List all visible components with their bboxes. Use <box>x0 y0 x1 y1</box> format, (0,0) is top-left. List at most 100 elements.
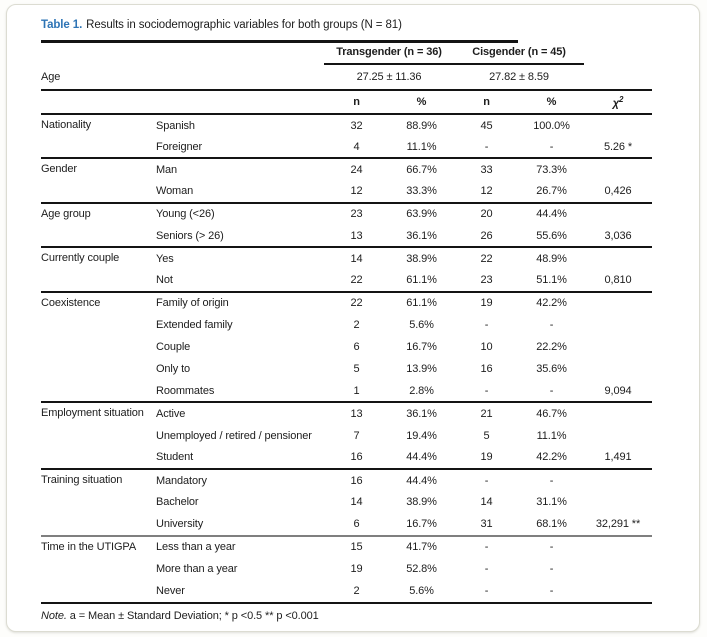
cisgender-header: Cisgender (n = 45) <box>454 40 585 65</box>
spacer-cell <box>584 64 653 91</box>
col-header-chi-square: χ2 <box>584 90 653 115</box>
col-header-pct-transgender: % <box>389 90 454 115</box>
transgender-n: 16 <box>324 467 389 492</box>
transgender-pct: 52.8% <box>406 562 437 575</box>
col-header-n-transgender: n <box>324 90 389 115</box>
age-row-label: Age <box>41 64 324 91</box>
cisgender-pct: 51.1% <box>536 273 567 286</box>
chi-square-value <box>584 314 652 336</box>
transgender-pct: 41.7% <box>389 534 454 558</box>
table-row: Student 16 44.4% 19 42.2% 1,491 <box>41 447 652 469</box>
chi-square-value <box>584 201 653 225</box>
transgender-pct: 66.7% <box>389 157 454 181</box>
cisgender-pct: 42.2% <box>536 451 567 464</box>
transgender-n: 22 <box>350 273 363 286</box>
table-row: Never 2 5.6% - - <box>41 580 652 602</box>
chi-square-value <box>584 401 653 425</box>
table-row: Time in the UTIGPA Less than a year 15 41.7… <box>41 534 653 603</box>
row-label: Family of origin <box>156 290 324 314</box>
spacer-cell <box>41 40 324 64</box>
transgender-n: 32 <box>350 119 363 132</box>
row-label: Man <box>156 157 324 181</box>
row-label: Only to <box>156 363 191 376</box>
chi-square-value <box>584 336 652 358</box>
transgender-n: 1 <box>353 384 360 397</box>
cisgender-pct: 35.6% <box>536 363 567 376</box>
transgender-pct: 38.9% <box>406 496 437 509</box>
transgender-pct: 61.1% <box>406 273 437 286</box>
spacer-cell <box>584 40 652 64</box>
transgender-n: 19 <box>350 562 363 575</box>
transgender-pct: 5.6% <box>409 585 434 598</box>
cisgender-n: 45 <box>480 119 493 132</box>
cisgender-pct: - <box>549 384 554 397</box>
row-label: Mandatory <box>156 467 324 492</box>
cisgender-pct: 100.0% <box>533 119 570 132</box>
table-card: Table 1. Results in sociodemographic vari… <box>6 4 700 632</box>
row-label: Woman <box>156 185 194 198</box>
transgender-pct: 36.1% <box>389 401 454 425</box>
cisgender-n: 33 <box>454 157 519 181</box>
chi-square-value <box>584 425 652 447</box>
row-label: Not <box>156 273 173 286</box>
table-row: Nationality Spanish 32 88.9% 45 100.0% <box>41 114 652 136</box>
cisgender-pct: 73.3% <box>519 157 585 181</box>
cisgender-n: 22 <box>454 246 519 270</box>
table-note: Note. a = Mean ± Standard Deviation; * p… <box>41 610 652 622</box>
transgender-n: 13 <box>324 401 389 425</box>
chi-square-value <box>584 358 652 380</box>
cisgender-pct: - <box>549 562 554 575</box>
transgender-n: 16 <box>350 451 363 464</box>
transgender-n: 14 <box>324 246 389 270</box>
table-wrap: Transgender (n = 36) Cisgender (n = 45) … <box>41 40 653 605</box>
cisgender-n: 31 <box>480 517 493 530</box>
transgender-header: Transgender (n = 36) <box>324 40 454 65</box>
table-row: Currently couple Yes 14 38.9% 22 48.9% <box>41 246 653 292</box>
transgender-pct: 63.9% <box>389 201 454 225</box>
transgender-n: 23 <box>324 201 389 225</box>
chi-square-value <box>584 534 653 558</box>
cisgender-n: - <box>454 467 519 492</box>
cisgender-pct: 42.2% <box>519 290 585 314</box>
cisgender-pct: 68.1% <box>536 517 567 530</box>
cisgender-n: - <box>484 318 489 331</box>
transgender-n: 2 <box>353 318 360 331</box>
cisgender-n: 16 <box>480 363 493 376</box>
column-header-row: n % n % χ2 <box>41 90 653 115</box>
table-row: Bachelor 14 38.9% 14 31.1% <box>41 491 652 513</box>
cisgender-n: 20 <box>454 201 519 225</box>
table-row: Couple 6 16.7% 10 22.2% <box>41 336 652 358</box>
transgender-n: 6 <box>353 517 360 530</box>
row-label: Student <box>156 451 194 464</box>
cisgender-n: - <box>484 140 489 153</box>
category-label: Time in the UTIGPA <box>41 534 156 603</box>
table-row: Gender Man 24 66.7% 33 73.3% <box>41 157 653 203</box>
note-label: Note. <box>41 610 67 623</box>
transgender-n: 24 <box>324 157 389 181</box>
cisgender-n: 19 <box>480 451 493 464</box>
transgender-n: 13 <box>350 229 363 242</box>
category-label: Coexistence <box>41 290 156 403</box>
cisgender-pct: - <box>549 318 554 331</box>
sociodemographic-table: Transgender (n = 36) Cisgender (n = 45) … <box>41 40 653 603</box>
chi-square-value <box>584 114 652 136</box>
table-row: Seniors (> 26) 13 36.1% 26 55.6% 3,036 <box>41 225 652 247</box>
category-label: Training situation <box>41 468 156 536</box>
row-label: Couple <box>156 340 191 353</box>
table-row: Foreigner 4 11.1% - - 5.26 * <box>41 136 652 158</box>
transgender-n: 6 <box>353 340 360 353</box>
transgender-pct: 38.9% <box>389 246 454 270</box>
table-title: Table 1. Results in sociodemographic vari… <box>41 17 699 33</box>
chi-square-value: 0,810 <box>604 273 632 286</box>
row-label: Young (<26) <box>156 201 324 225</box>
table-caption: Results in sociodemographic variables fo… <box>86 19 402 31</box>
table-row: Employment situation Active 13 36.1% 21 46.7% <box>41 401 653 469</box>
cisgender-n: 5 <box>483 429 490 442</box>
transgender-pct: 11.1% <box>406 140 437 153</box>
cisgender-pct: 48.9% <box>519 246 585 270</box>
transgender-pct: 16.7% <box>406 340 437 353</box>
table-row: University 6 16.7% 31 68.1% 32,291 ** <box>41 513 652 535</box>
cisgender-pct: 31.1% <box>536 496 567 509</box>
row-label: Bachelor <box>156 496 199 509</box>
row-label: Active <box>156 401 324 425</box>
